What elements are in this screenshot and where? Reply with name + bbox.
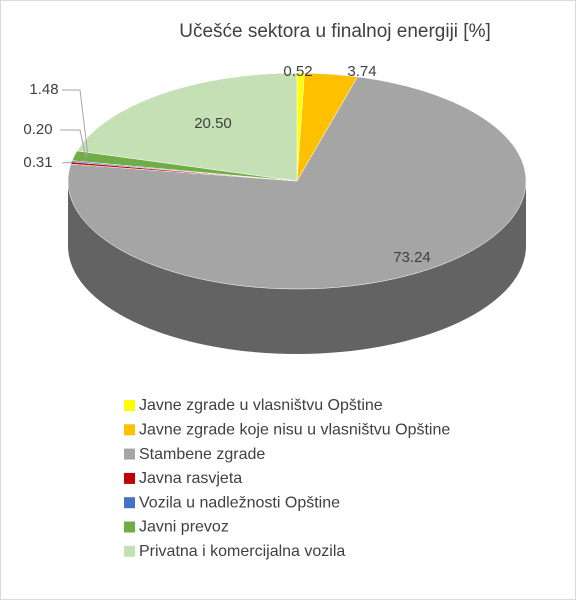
data-label: 3.74 — [347, 63, 376, 80]
legend-swatch — [124, 497, 135, 509]
legend-label: Javne zgrade u vlasništvu Opštine — [139, 397, 383, 414]
leader-line — [60, 129, 87, 159]
legend-swatch — [124, 424, 135, 436]
legend-label: Privatna i komercijalna vozila — [139, 543, 345, 560]
legend-label: Javna rasvjeta — [139, 470, 242, 487]
legend-swatch — [124, 448, 135, 460]
data-label: 1.48 — [29, 81, 58, 98]
slice — [76, 72, 298, 182]
legend-label: Javni prevoz — [139, 519, 229, 536]
data-label: 0.31 — [23, 154, 52, 171]
legend-swatch — [124, 472, 135, 484]
data-label: 20.50 — [194, 115, 232, 132]
pie — [67, 72, 527, 354]
legend-swatch — [124, 521, 135, 533]
labels: 0.52 3.74 73.24 0.31 0.20 1.48 20.50 — [23, 63, 430, 266]
legend-label: Stambene zgrade — [139, 446, 265, 463]
chart-title: Učešće sektora u finalnoj energiji [%] — [179, 21, 491, 42]
data-label: 73.24 — [393, 249, 431, 266]
slice-side — [68, 181, 526, 354]
slice — [67, 76, 527, 290]
leader-line — [61, 160, 85, 164]
data-label: 0.52 — [283, 63, 312, 80]
leader-line — [62, 89, 89, 157]
legend-label: Vozila u nadležnosti Opštine — [139, 494, 340, 511]
legend-swatch — [124, 400, 135, 411]
legend-label: Javne zgrade koje nisu u vlasništvu Opšt… — [139, 422, 450, 439]
data-label: 0.20 — [23, 121, 52, 138]
legend-swatch — [124, 545, 135, 557]
